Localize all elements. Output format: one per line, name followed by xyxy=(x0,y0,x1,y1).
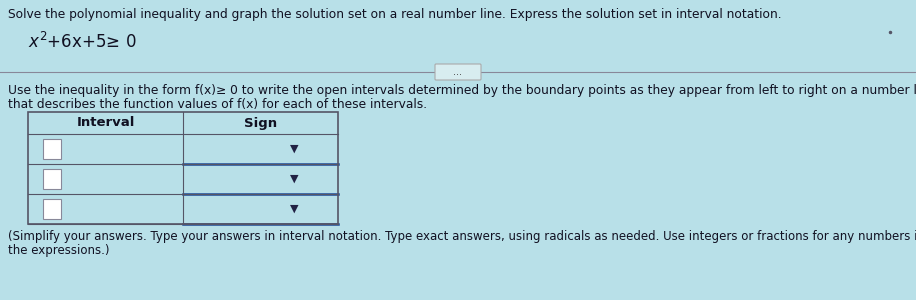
Text: Interval: Interval xyxy=(76,116,135,130)
FancyBboxPatch shape xyxy=(43,139,61,159)
Text: Use the inequality in the form f(x)≥ 0 to write the open intervals determined by: Use the inequality in the form f(x)≥ 0 t… xyxy=(8,84,916,97)
Text: $x^2$+6x+5≥ 0: $x^2$+6x+5≥ 0 xyxy=(28,32,136,52)
Text: ...: ... xyxy=(453,67,463,77)
FancyBboxPatch shape xyxy=(43,169,61,189)
FancyBboxPatch shape xyxy=(43,199,61,219)
Text: that describes the function values of f(x) for each of these intervals.: that describes the function values of f(… xyxy=(8,98,427,111)
Text: ▼: ▼ xyxy=(290,144,299,154)
Text: Sign: Sign xyxy=(244,116,277,130)
FancyBboxPatch shape xyxy=(435,64,481,80)
Text: (Simplify your answers. Type your answers in interval notation. Type exact answe: (Simplify your answers. Type your answer… xyxy=(8,230,916,243)
Text: Solve the polynomial inequality and graph the solution set on a real number line: Solve the polynomial inequality and grap… xyxy=(8,8,781,21)
Text: the expressions.): the expressions.) xyxy=(8,244,110,257)
Text: ▼: ▼ xyxy=(290,204,299,214)
Text: ▼: ▼ xyxy=(290,174,299,184)
